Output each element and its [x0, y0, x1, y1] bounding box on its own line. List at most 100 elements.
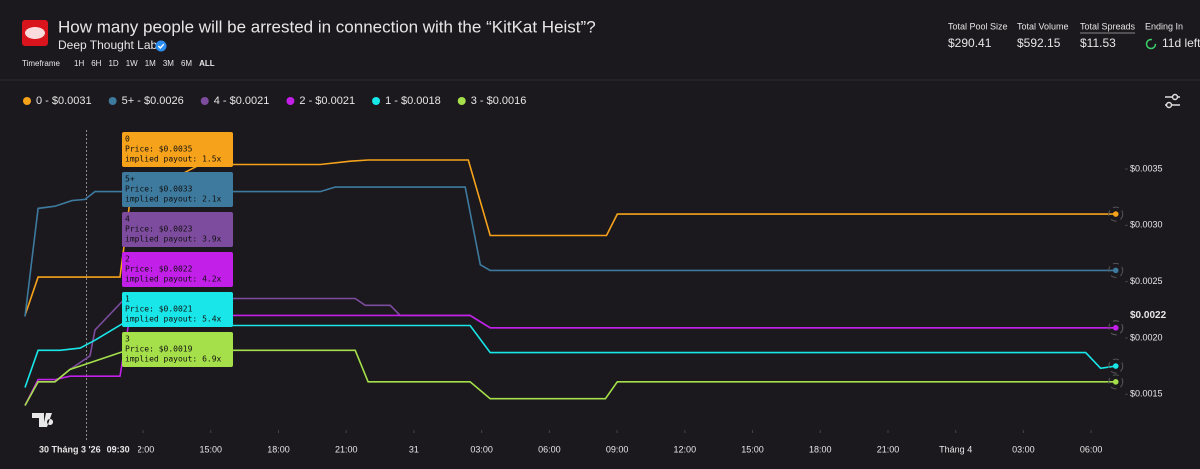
settings-knob: [1171, 93, 1179, 101]
tooltip-payout: implied payout: 3.9x: [125, 235, 222, 244]
end-dot: [1112, 211, 1119, 217]
timeframe-button[interactable]: 1W: [126, 59, 138, 68]
timeframe-button[interactable]: ALL: [199, 59, 215, 68]
timeframe-button[interactable]: 6M: [181, 59, 192, 68]
tooltip-payout: implied payout: 5.4x: [125, 315, 222, 324]
end-halo: [1108, 262, 1124, 278]
stat-value: $11.53: [1080, 36, 1116, 50]
end-dot: [1112, 267, 1119, 274]
x-tick-label: 21:00: [335, 444, 358, 454]
x-tick-label: 06:00: [1080, 444, 1103, 454]
legend-swatch: [23, 97, 31, 105]
x-tick-label: 06:00: [538, 444, 561, 454]
timeframe-button[interactable]: 1H: [74, 59, 84, 68]
tooltip-payout: implied payout: 1.5x: [125, 155, 222, 164]
settings-knob: [1165, 101, 1173, 109]
tooltip-label: 3: [125, 335, 130, 344]
end-halo: [1108, 206, 1124, 222]
tooltip-label: 4: [125, 215, 130, 224]
tv-logo: [32, 413, 54, 427]
tv-logo-shape: [32, 413, 54, 427]
stat-label: Total Spreads: [1080, 21, 1136, 31]
tooltip: [122, 212, 233, 247]
tooltip-price: Price: $0.0023: [125, 225, 193, 234]
market-title: How many people will be arrested in conn…: [58, 17, 596, 36]
y-tick-label: $0.0015: [1130, 389, 1163, 399]
legend-swatch: [200, 97, 209, 105]
timeframe-label: Timeframe: [22, 59, 60, 68]
end-halo: [1108, 358, 1124, 374]
series-line: [24, 159, 1116, 316]
tooltip: [122, 132, 233, 167]
stat-label: Total Pool Size: [948, 21, 1008, 31]
legend-label: 5+ - $0.0026: [122, 95, 184, 107]
timeframe-button[interactable]: 1M: [145, 59, 156, 68]
price-marker: $0.0022: [1130, 310, 1167, 321]
stat-value: $290.41: [948, 36, 992, 50]
countdown-ring: [1145, 38, 1157, 50]
end-dot: [1112, 379, 1119, 385]
tooltip-price: Price: $0.0033: [125, 185, 193, 194]
tooltip-price: Price: $0.0022: [125, 265, 193, 274]
x-tick-label: 12:00: [132, 444, 155, 454]
end-halo: [1108, 320, 1124, 336]
tooltip-price: Price: $0.0019: [125, 345, 193, 354]
end-halo: [1108, 374, 1124, 390]
stat-label: Ending In: [1145, 21, 1183, 31]
legend-label: 3 - $0.0016: [471, 95, 527, 107]
x-tick-label: 18:00: [809, 444, 832, 454]
x-tick-label: 15:00: [741, 444, 764, 454]
series-line: [24, 314, 1116, 406]
logo-mark: [25, 27, 45, 39]
end-dot: [1112, 324, 1119, 331]
verified-check: [157, 43, 165, 50]
x-tick-label: 03:00: [1012, 444, 1035, 454]
crosshair-label-bg: [30, 440, 138, 460]
tooltip: [122, 332, 233, 367]
legend-swatch: [457, 97, 466, 105]
settings-icon[interactable]: [1165, 93, 1180, 109]
legend-swatch: [286, 97, 295, 105]
x-tick-label: 18:00: [267, 444, 290, 454]
legend-label: 4 - $0.0021: [214, 95, 270, 107]
y-tick-label: $0.0030: [1130, 220, 1163, 230]
tooltip: [122, 292, 233, 327]
tooltip-payout: implied payout: 2.1x: [125, 195, 222, 204]
timeframe-button[interactable]: 6H: [91, 59, 101, 68]
tooltip: [122, 252, 233, 287]
tooltip-payout: implied payout: 4.2x: [125, 275, 222, 284]
legend-swatch: [372, 97, 381, 105]
x-tick-label: 21:00: [877, 444, 900, 454]
x-tick-label: Tháng 4: [939, 444, 972, 454]
tooltip: [122, 172, 233, 207]
tooltip-payout: implied payout: 6.9x: [125, 355, 222, 364]
tooltip-label: 0: [125, 135, 130, 144]
tooltip-price: Price: $0.0021: [125, 305, 193, 314]
x-tick-label: 12:00: [674, 444, 697, 454]
stat-value: $592.15: [1017, 36, 1061, 50]
tooltip-label: 2: [125, 255, 130, 264]
end-dot: [1112, 363, 1119, 369]
tooltip-label: 1: [125, 295, 130, 304]
series-line: [24, 349, 1116, 406]
timeframe-button[interactable]: 1D: [108, 59, 118, 68]
legend-label: 0 - $0.0031: [36, 95, 92, 107]
timeframe-button[interactable]: 3M: [163, 59, 174, 68]
x-tick-label: 31: [409, 444, 419, 454]
stat-value: 11d left: [1162, 36, 1200, 50]
crosshair-date: 30 Tháng 3 '26: [39, 444, 101, 454]
x-tick-label: 15:00: [200, 444, 223, 454]
verified-badge: [155, 40, 167, 52]
tooltip-price: Price: $0.0035: [125, 145, 193, 154]
stat-label: Total Volume: [1017, 21, 1069, 31]
tooltip-label: 5+: [125, 175, 135, 184]
x-tick-label: 09:00: [606, 444, 629, 454]
crosshair-time: 09:30: [107, 444, 130, 454]
legend-label: 1 - $0.0018: [385, 95, 441, 107]
y-tick-label: $0.0035: [1130, 163, 1163, 173]
author: Deep Thought Labs: [58, 38, 163, 52]
legend-swatch: [108, 97, 117, 105]
legend-label: 2 - $0.0021: [299, 95, 355, 107]
